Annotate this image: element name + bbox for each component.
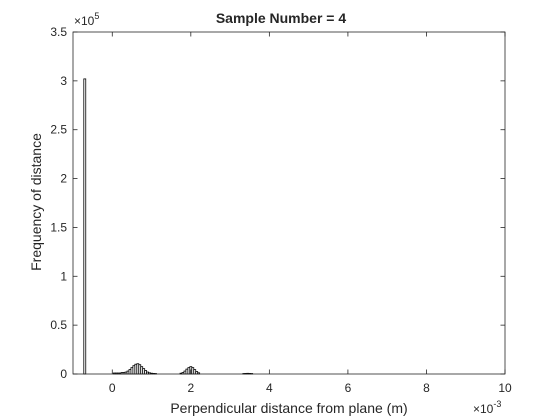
x-tick-label: 6 [345, 381, 352, 395]
x-exponent-power: -3 [493, 399, 501, 409]
y-tick-label: 2.5 [50, 123, 67, 137]
x-tick-label: 0 [109, 381, 116, 395]
y-tick-label: 0 [60, 367, 67, 381]
x-tick-label: 4 [266, 381, 273, 395]
histogram-bar [83, 78, 87, 375]
x-tick-label: 8 [423, 381, 430, 395]
x-tick-label: 2 [187, 381, 194, 395]
x-exponent-multiplier: ×10-3 [473, 399, 501, 416]
y-tick-label: 1 [60, 269, 67, 283]
y-axis-label: Frequency of distance [28, 133, 44, 271]
axes-border [72, 31, 506, 375]
y-exponent-power: 5 [94, 11, 99, 21]
axes-frame [72, 31, 506, 375]
chart-title: Sample Number = 4 [216, 10, 347, 26]
svg-text:×105: ×105 [74, 11, 99, 28]
y-tick-label: 0.5 [50, 318, 67, 332]
x-exponent-base: ×10 [473, 402, 494, 416]
svg-text:×10-3: ×10-3 [473, 399, 501, 416]
plot-area [73, 32, 505, 374]
y-tick-label: 1.5 [50, 220, 67, 234]
y-exponent-base: ×10 [74, 14, 95, 28]
y-tick-label: 2 [60, 172, 67, 186]
y-tick-label: 3.5 [50, 25, 67, 39]
y-exponent-multiplier: ×105 [74, 11, 99, 28]
y-tick-label: 3 [60, 74, 67, 88]
x-axis-ticks: 0 2 4 6 8 10 [109, 32, 512, 395]
x-axis-label: Perpendicular distance from plane (m) [170, 400, 407, 416]
x-tick-label: 10 [498, 381, 512, 395]
y-axis-ticks: 0 0.5 1 1.5 2 2.5 3 3.5 [50, 25, 505, 381]
